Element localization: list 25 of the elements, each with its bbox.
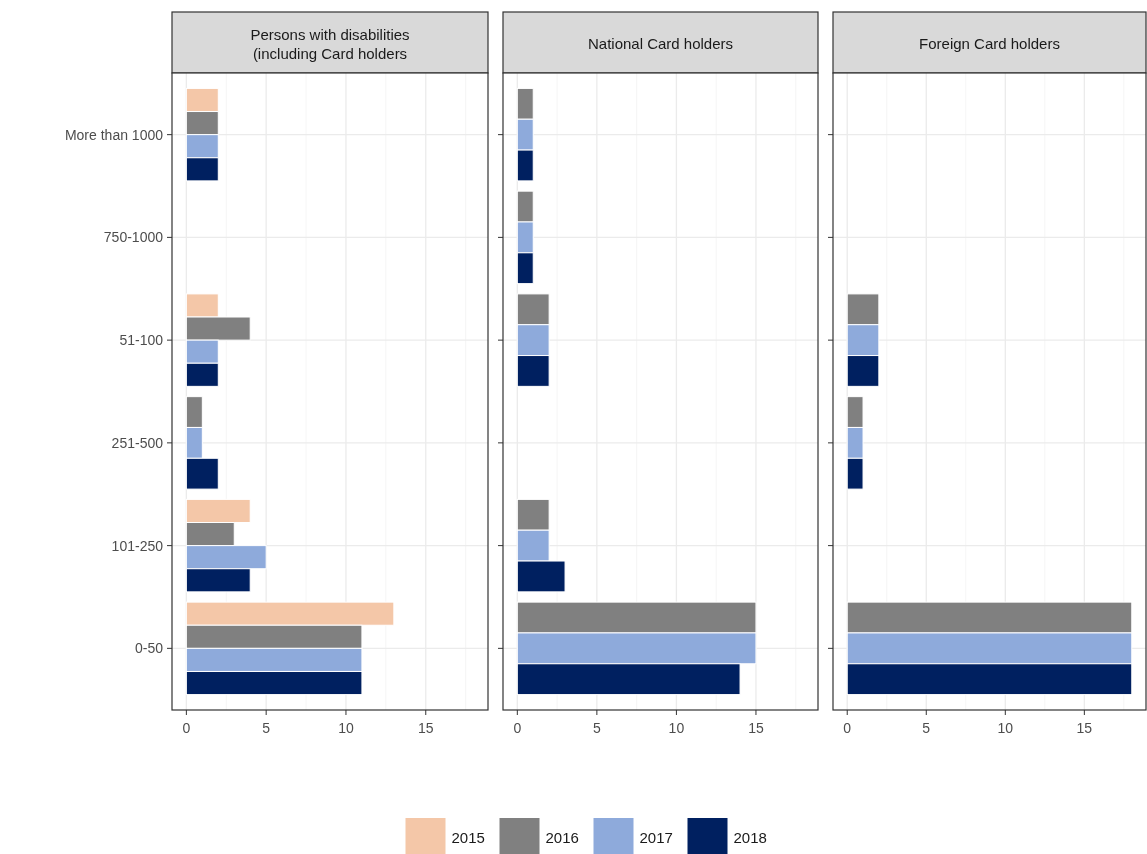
y-tick-label: 750-1000 [103, 229, 164, 246]
x-tick-label: 10 [338, 720, 354, 736]
y-tick-label: More than 1000 [64, 126, 164, 143]
legend-label: 2016 [545, 828, 579, 846]
y-tick-label: 0-50 [134, 640, 164, 657]
x-tick-label: 0 [843, 720, 852, 736]
x-tick-label: 5 [262, 720, 271, 736]
x-tick-label: 5 [592, 720, 601, 736]
x-tick-label: 10 [997, 720, 1014, 736]
x-tick-label: 15 [417, 720, 434, 736]
chart-title: National Card holders [587, 34, 734, 51]
y-tick-label: 101-250 [111, 537, 164, 554]
legend-label: 2017 [639, 828, 673, 846]
legend-label: 2015 [451, 828, 485, 846]
x-tick-label: 0 [182, 720, 191, 736]
legend-label: 2018 [733, 828, 767, 846]
y-tick-label: 51-100 [119, 332, 164, 349]
chart-title: Foreign Card holders [919, 34, 1060, 51]
chart-title: Persons with disabilities (including Card holders [250, 25, 410, 61]
x-tick-label: 15 [748, 720, 764, 736]
x-tick-label: 15 [1076, 720, 1093, 736]
x-tick-label: 10 [668, 720, 685, 736]
x-tick-label: 5 [922, 720, 931, 736]
x-tick-label: 0 [513, 720, 522, 736]
y-tick-label: 251-500 [111, 434, 164, 451]
